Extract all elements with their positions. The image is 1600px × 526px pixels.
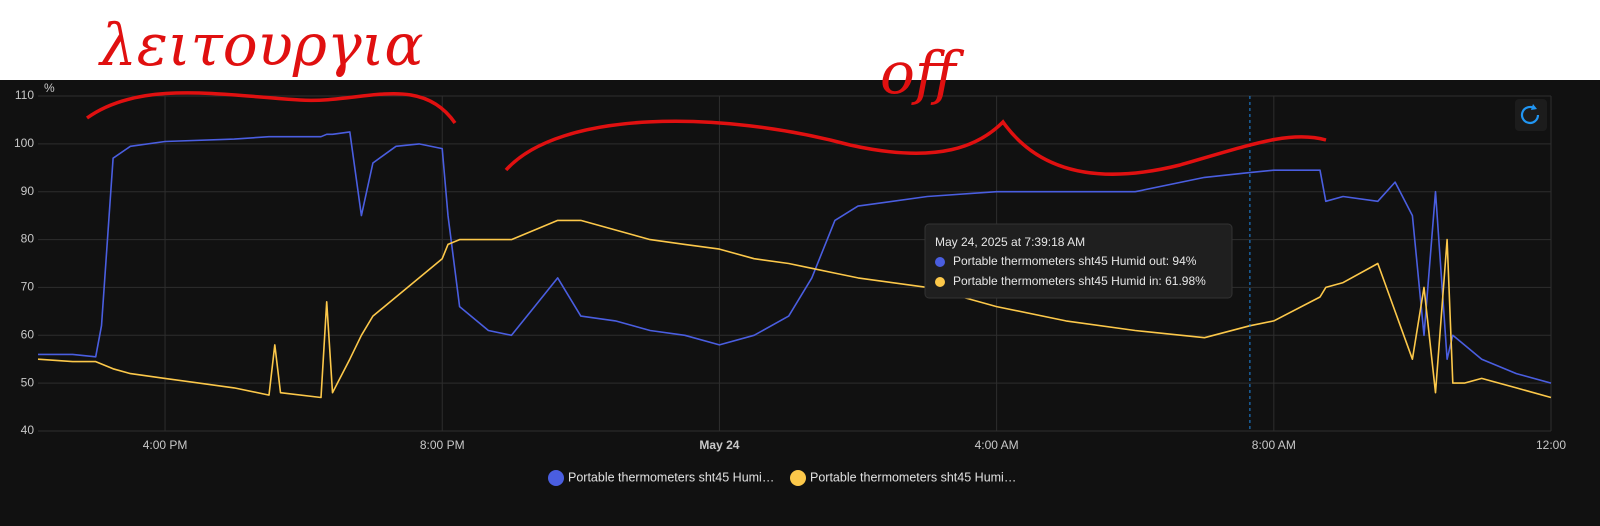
annotation-stroke (85, 91, 457, 124)
x-tick-label: 4:00 PM (143, 438, 188, 452)
x-tick-label: 8:00 PM (420, 438, 465, 452)
y-tick-label: 80 (21, 232, 35, 246)
reset-arrow[interactable] (1531, 104, 1537, 110)
legend-swatch[interactable] (548, 470, 564, 486)
x-tick-label: 12:00 (1536, 438, 1566, 452)
handwriting: λειτουργια off (85, 11, 1327, 176)
y-tick-label: 50 (21, 375, 35, 389)
tooltip-dot (935, 277, 945, 287)
legend-text[interactable]: Portable thermometers sht45 Humi… (810, 470, 1016, 484)
tooltip-box (924, 223, 1233, 299)
annotation: off (880, 39, 965, 107)
tooltip-title: May 24, 2025 at 7:39:18 AM (935, 235, 1085, 249)
tooltip-line: Portable thermometers sht45 Humid out: 9… (953, 254, 1197, 268)
tooltip-line: Portable thermometers sht45 Humid in: 61… (953, 274, 1206, 288)
legend-text[interactable]: Portable thermometers sht45 Humi… (568, 470, 774, 484)
series-line (37, 219, 1552, 399)
y-tick-label: 40 (21, 423, 35, 437)
y-tick-label: 60 (21, 327, 35, 341)
x-tick-label: 8:00 AM (1252, 438, 1296, 452)
reset-icon[interactable] (1520, 105, 1540, 124)
legend: Portable thermometers sht45 Humi… Portabl… (548, 470, 1016, 486)
y-tick-label: 110 (15, 88, 34, 102)
tooltip-dot (935, 257, 945, 267)
y-tick-label: 100 (14, 136, 34, 150)
y-tick-label: 70 (21, 280, 35, 294)
series-line (38, 131, 1552, 384)
panel (0, 80, 1600, 526)
legend-swatch[interactable] (790, 470, 806, 486)
x-tick-label: May 24 (699, 438, 739, 452)
y-axis-label: % (44, 81, 55, 95)
tooltip: May 24, 2025 at 7:39:18 AM Portable therm… (924, 223, 1233, 299)
x-tick-label: 4:00 AM (975, 438, 1019, 452)
reset-button[interactable] (1515, 99, 1547, 131)
annotation: λειτουργια (98, 11, 424, 79)
reset-bg[interactable] (1515, 99, 1547, 131)
plot: 40 50 60 70 80 90 100 110 4:00 PM 8:00 PM May 24 4:… (14, 88, 1566, 486)
annotation-stroke (504, 119, 1327, 176)
y-tick-label: 90 (21, 184, 35, 198)
